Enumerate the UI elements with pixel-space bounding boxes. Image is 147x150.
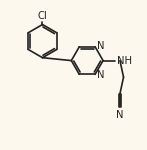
Text: N: N bbox=[97, 70, 105, 80]
Text: N: N bbox=[116, 110, 124, 120]
Text: N: N bbox=[97, 41, 105, 51]
Text: Cl: Cl bbox=[38, 11, 47, 21]
Text: NH: NH bbox=[117, 56, 132, 66]
